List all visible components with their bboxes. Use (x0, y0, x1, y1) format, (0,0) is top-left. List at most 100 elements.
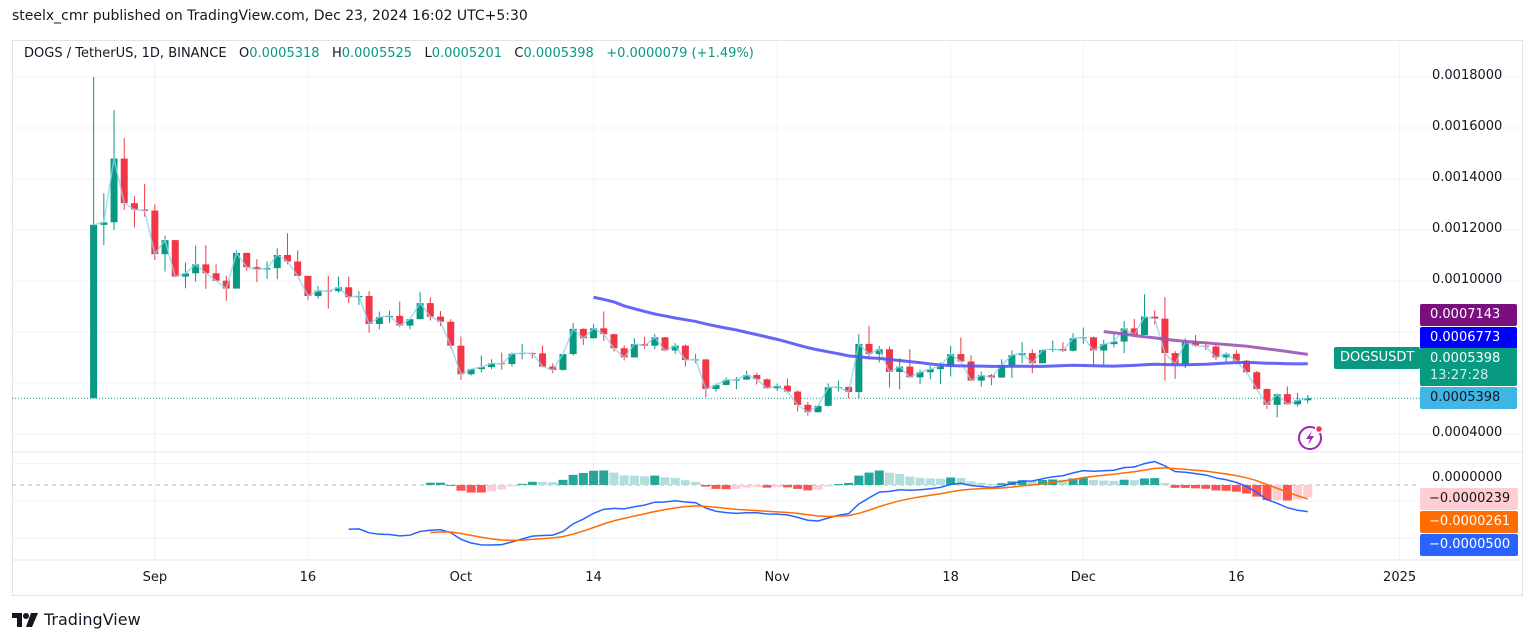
candle-body (1130, 328, 1138, 335)
macd-histogram-bar (1068, 478, 1078, 485)
open-value: 0.0005318 (249, 46, 320, 61)
symbol-title[interactable]: DOGS / TetherUS, 1D, BINANCE (24, 46, 227, 61)
candle-body (273, 254, 281, 269)
macd-histogram-bar (1231, 484, 1241, 492)
macd-signal-line (430, 467, 1308, 542)
macd-histogram-bar (925, 478, 935, 485)
last-price-value: 0.0005398 (1430, 351, 1501, 366)
candle (947, 345, 955, 377)
tradingview-logo[interactable]: TradingView (12, 610, 141, 629)
macd-histogram-bar (782, 484, 792, 488)
candle-body (579, 328, 587, 339)
candle (702, 358, 710, 398)
macd-histogram-bar (813, 484, 823, 490)
high-value: 0.0005525 (341, 46, 413, 61)
macd-histogram-bar (854, 475, 864, 485)
candle-body (1100, 344, 1108, 351)
macd-histogram-bar (1058, 479, 1068, 485)
candle (253, 259, 261, 283)
candle-body (477, 367, 485, 370)
candle-body (1110, 341, 1118, 345)
candle (834, 380, 842, 392)
macd-histogram-bar (1140, 478, 1150, 485)
macd-histogram-bar (446, 484, 456, 486)
last-price-label: 0.0005398 13:27:28 (1420, 348, 1517, 386)
candle-body (1151, 316, 1159, 319)
candle-body (773, 385, 781, 389)
macd-histogram-bar (956, 478, 966, 485)
macd-histogram-bar (507, 484, 517, 487)
macd-signal-label: −0.0000261 (1420, 511, 1518, 533)
time-tick-label: 18 (942, 570, 959, 585)
price-tick-label: 0.0014000 (1432, 169, 1503, 185)
candle-body (171, 240, 179, 277)
candle-body (130, 203, 138, 210)
candle (375, 311, 383, 330)
brand-name: TradingView (44, 610, 141, 629)
candle-body (957, 354, 965, 362)
macd-histogram-bar (946, 477, 956, 485)
grid (12, 40, 1523, 561)
macd-pane (12, 460, 1420, 546)
candle-body (314, 290, 322, 296)
candle (783, 378, 791, 393)
macd-histogram-bar (721, 484, 731, 490)
price-tick-label: 0.0010000 (1432, 271, 1503, 287)
candle (518, 343, 526, 360)
candle (202, 245, 210, 289)
macd-histogram-bar (619, 475, 629, 485)
candle-body (100, 222, 108, 225)
macd-histogram-bar (1119, 479, 1129, 485)
macd-histogram-bar (517, 483, 527, 485)
macd-tick-label: 0.0000000 (1432, 469, 1503, 485)
macd-histogram-bar (466, 484, 476, 493)
candle (539, 345, 547, 368)
candle-body (1232, 353, 1240, 361)
candle (967, 355, 975, 382)
sma50-line (593, 295, 1308, 368)
macd-histogram-bar (803, 484, 813, 491)
candle-body (855, 343, 863, 393)
candle (692, 353, 700, 364)
candle (1110, 333, 1118, 348)
macd-histogram-bar (1037, 479, 1047, 485)
chart-frame (12, 40, 1523, 596)
candle-body (549, 366, 557, 370)
macd-histogram-bar (884, 472, 894, 485)
macd-histogram-bar (599, 470, 609, 485)
candle-body (467, 369, 475, 375)
price-tick-label: 0.0018000 (1432, 67, 1503, 83)
candle (1283, 386, 1291, 405)
bar-countdown: 13:27:28 (1430, 368, 1489, 383)
candle-body (181, 273, 189, 277)
candle (283, 233, 291, 265)
change-value: +0.0000079 (+1.49%) (606, 46, 754, 61)
candle (681, 344, 689, 367)
price-tick-label: 0.0016000 (1432, 118, 1503, 134)
candle-body (1212, 346, 1220, 358)
lightning-alert-icon[interactable] (1297, 423, 1325, 451)
candle (1151, 310, 1159, 325)
macd-histogram-bar (986, 484, 996, 486)
candle-body (508, 353, 516, 365)
candle-body (630, 344, 638, 358)
macd-histogram-bar (476, 484, 486, 493)
low-value: 0.0005201 (431, 46, 503, 61)
sma100-price-label: 0.0007143 (1420, 304, 1517, 326)
candle-body (243, 252, 251, 268)
macd-histogram-bar (1099, 480, 1109, 485)
candle-body (426, 303, 434, 317)
candle (661, 337, 669, 352)
candle-body (824, 387, 832, 406)
macd-histogram-bar (1293, 484, 1303, 500)
candle (477, 355, 485, 373)
candle-body (416, 303, 424, 320)
candle-body (651, 337, 659, 346)
time-tick-label: Dec (1070, 570, 1096, 585)
candle-body (967, 361, 975, 381)
symbol-tag: DOGSUSDT (1334, 347, 1421, 369)
macd-histogram-bar (1272, 484, 1282, 501)
candle-body (610, 334, 618, 349)
candle-body (1263, 389, 1271, 405)
